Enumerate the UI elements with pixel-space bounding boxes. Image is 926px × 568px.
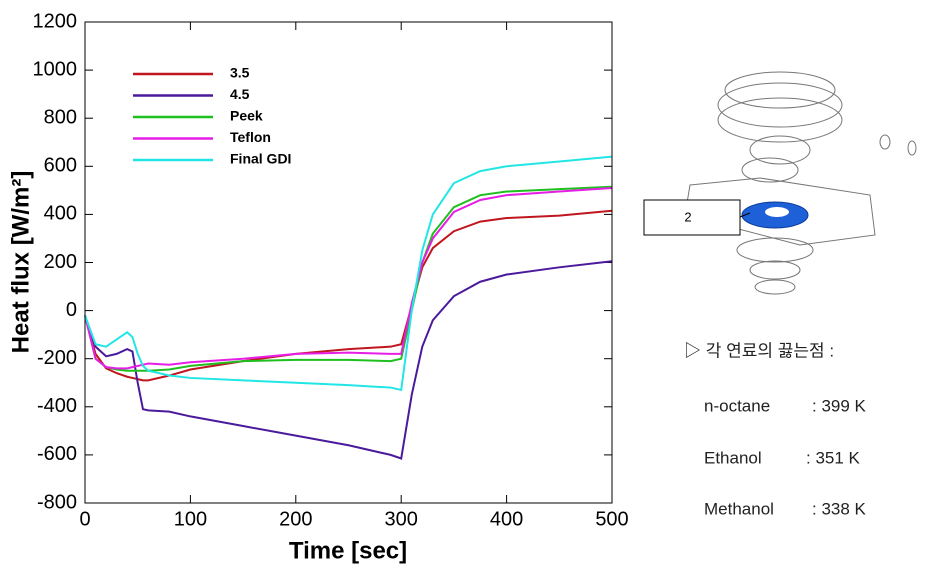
note-name: n-octane	[704, 396, 770, 415]
sketch-part	[754, 279, 796, 295]
x-tick-label: 500	[595, 508, 628, 530]
sketch-part	[717, 97, 843, 143]
legend-label: Teflon	[230, 129, 271, 145]
sketch-part	[724, 71, 836, 109]
y-tick-label: 600	[44, 155, 77, 177]
y-tick-label: -600	[37, 443, 77, 465]
sketch-part	[717, 82, 843, 128]
sketch-part	[749, 260, 801, 280]
y-tick-label: 1200	[33, 10, 78, 32]
sketch-part	[741, 157, 799, 183]
sketch-part	[736, 237, 814, 263]
x-tick-label: 0	[79, 508, 90, 530]
legend-label: 4.5	[230, 86, 250, 102]
note-value: : 399 K	[812, 396, 867, 415]
sketch-part	[879, 134, 891, 150]
series-line	[84, 185, 613, 372]
y-tick-label: -800	[37, 491, 77, 513]
y-tick-label: 800	[44, 106, 77, 128]
y-axis-label: Heat flux [W/m²]	[7, 171, 34, 354]
legend-label: Peek	[230, 108, 263, 124]
series-line	[84, 186, 613, 370]
legend-label: Final GDI	[230, 151, 291, 167]
series-line	[84, 209, 613, 382]
note-name: Ethanol	[704, 448, 762, 467]
x-tick-label: 100	[174, 508, 207, 530]
legend-label: 3.5	[230, 65, 250, 81]
y-tick-label: 400	[44, 203, 77, 225]
y-tick-label: -400	[37, 395, 77, 417]
y-tick-label: 200	[44, 251, 77, 273]
x-tick-label: 200	[279, 508, 312, 530]
x-tick-label: 400	[490, 508, 523, 530]
callout-box	[643, 199, 741, 236]
series-line	[84, 260, 613, 460]
callout-line	[739, 212, 751, 218]
callout-label: 2	[684, 209, 691, 224]
note-value: : 338 K	[812, 499, 867, 518]
y-tick-label: -200	[37, 347, 77, 369]
y-tick-label: 0	[66, 299, 77, 321]
plot-frame	[84, 21, 613, 504]
x-tick-label: 300	[385, 508, 418, 530]
sketch-part	[907, 140, 917, 156]
x-axis-label: Time [sec]	[289, 537, 407, 564]
note-value: : 351 K	[806, 448, 861, 467]
device-sketch: 2	[643, 71, 917, 295]
sketch-part	[749, 135, 811, 165]
note-name: Methanol	[704, 499, 774, 518]
note-heading: ▷ 각 연료의 끓는점 :	[684, 341, 834, 360]
y-tick-label: 1000	[33, 58, 78, 80]
highlighted-part	[765, 207, 789, 217]
series-line	[84, 155, 613, 392]
